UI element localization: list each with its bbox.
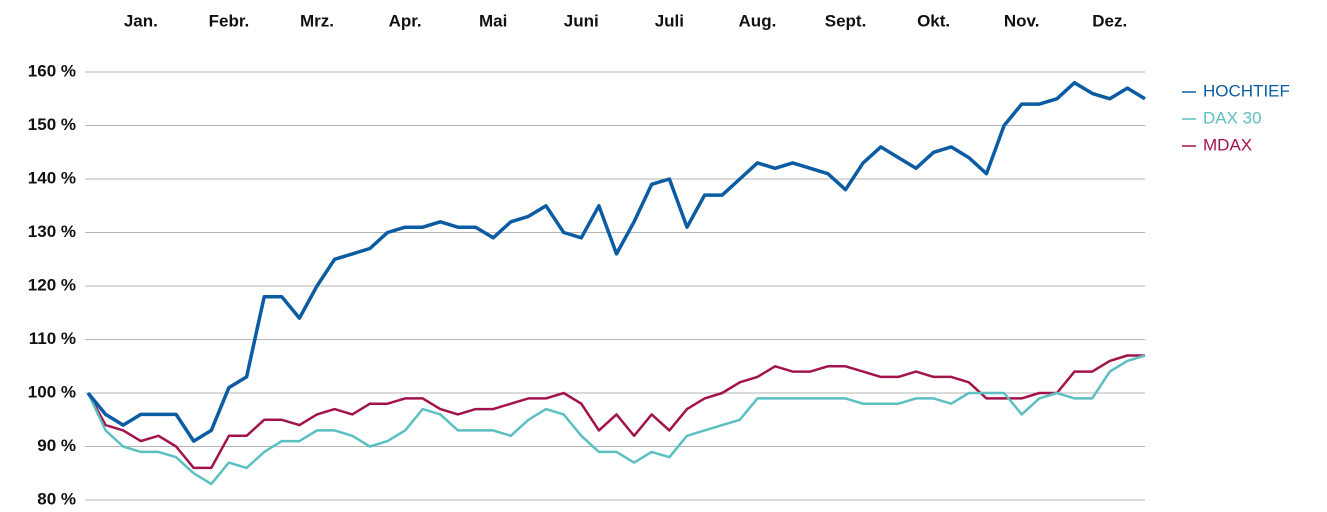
y-tick-label: 160 % bbox=[28, 61, 76, 80]
legend-label: HOCHTIEF bbox=[1203, 81, 1290, 100]
x-tick-label: Sept. bbox=[825, 11, 867, 30]
x-tick-label: Dez. bbox=[1092, 11, 1127, 30]
x-tick-label: Mai bbox=[479, 11, 507, 30]
x-tick-label: Juli bbox=[655, 11, 684, 30]
x-tick-label: Jan. bbox=[124, 11, 158, 30]
x-tick-label: Nov. bbox=[1004, 11, 1040, 30]
y-tick-label: 140 % bbox=[28, 168, 76, 187]
line-series bbox=[86, 354, 1146, 486]
y-tick-label: 90 % bbox=[37, 436, 76, 455]
line-series bbox=[86, 354, 1145, 470]
y-tick-label: 150 % bbox=[28, 115, 76, 134]
legend-label: DAX 30 bbox=[1203, 108, 1262, 127]
x-tick-label: Apr. bbox=[389, 11, 422, 30]
y-tick-label: 110 % bbox=[29, 329, 76, 348]
y-tick-label: 130 % bbox=[28, 222, 76, 241]
x-tick-label: Aug. bbox=[739, 11, 777, 30]
x-tick-label: Mrz. bbox=[300, 11, 334, 30]
x-tick-label: Juni bbox=[564, 11, 599, 30]
y-tick-label: 100 % bbox=[28, 382, 76, 401]
y-tick-label: 80 % bbox=[37, 489, 76, 507]
x-tick-label: Okt. bbox=[917, 11, 950, 30]
line-series bbox=[86, 80, 1146, 443]
legend-label: MDAX bbox=[1203, 135, 1252, 154]
y-tick-label: 120 % bbox=[28, 275, 76, 294]
x-tick-label: Febr. bbox=[209, 11, 250, 30]
